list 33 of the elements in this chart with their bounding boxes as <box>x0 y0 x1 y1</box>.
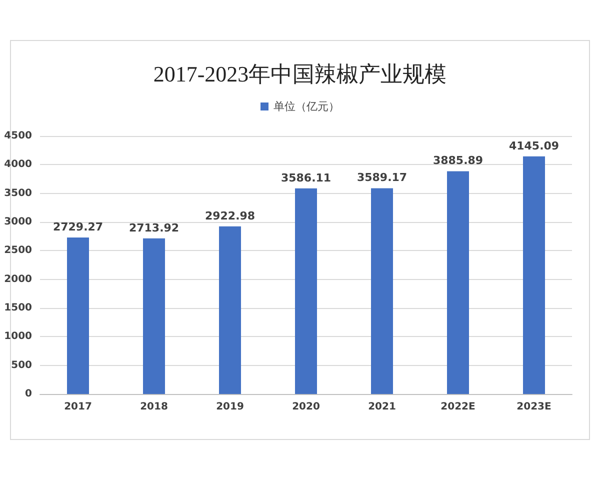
y-tick-label: 4500 <box>4 130 32 142</box>
bar <box>143 238 165 394</box>
bar <box>371 188 393 394</box>
y-tick-label: 2000 <box>4 274 32 285</box>
y-tick-label: 3500 <box>4 188 32 199</box>
x-tick-label: 2023E <box>516 402 552 412</box>
data-label: 3589.17 <box>356 171 408 184</box>
bar <box>67 238 89 394</box>
bar <box>295 188 317 394</box>
y-tick-label: 0 <box>25 388 32 400</box>
y-tick-label: 4000 <box>4 159 32 170</box>
data-label: 2729.27 <box>52 220 104 234</box>
bar <box>219 226 241 394</box>
bar <box>523 156 545 394</box>
y-tick-label: 1000 <box>4 331 32 342</box>
y-tick-label: 1500 <box>4 302 32 314</box>
data-label: 2713.92 <box>128 221 180 234</box>
data-label: 4145.09 <box>508 139 560 152</box>
x-tick-label: 2020 <box>292 402 320 412</box>
x-tick-label: 2018 <box>140 402 168 412</box>
bar <box>447 171 469 394</box>
y-tick-label: 3000 <box>4 216 32 228</box>
y-tick-label: 2500 <box>4 245 32 256</box>
x-tick-label: 2017 <box>64 402 92 412</box>
chart-title: 2017-2023年中国辣椒产业规模 <box>153 62 447 86</box>
x-tick-label: 2019 <box>216 402 244 412</box>
data-label: 3586.11 <box>280 171 332 184</box>
data-label: 3885.89 <box>432 154 484 168</box>
data-label: 2922.98 <box>204 209 256 222</box>
legend-label: 单位（亿元） <box>274 100 340 113</box>
x-tick-label: 2021 <box>368 402 396 412</box>
y-tick-label: 500 <box>11 360 32 371</box>
x-tick-label: 2022E <box>440 402 476 412</box>
